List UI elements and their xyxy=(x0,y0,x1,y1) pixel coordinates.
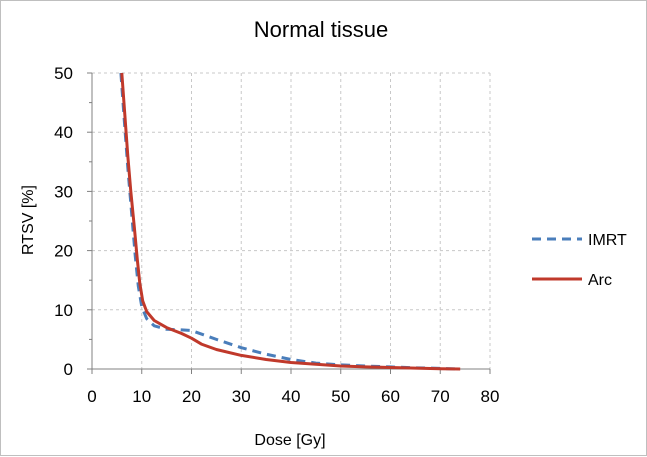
x-tick-label: 60 xyxy=(381,387,400,406)
legend-label-imrt: IMRT xyxy=(588,232,627,249)
series-line-arc xyxy=(120,72,461,371)
x-tick-label: 50 xyxy=(331,387,350,406)
y-tick-label: 20 xyxy=(54,242,73,261)
chart-title: Normal tissue xyxy=(254,17,388,42)
y-tick-label: 0 xyxy=(64,360,73,379)
x-tick-label: 70 xyxy=(431,387,450,406)
x-tick-label: 10 xyxy=(132,387,151,406)
x-tick-label: 0 xyxy=(87,387,96,406)
x-tick-label: 40 xyxy=(282,387,301,406)
x-axis-label: Dose [Gy] xyxy=(254,432,325,449)
grid xyxy=(92,72,491,369)
y-axis-label: RTSV [%] xyxy=(20,185,37,255)
legend: IMRT Arc xyxy=(532,232,627,289)
x-tick-label: 80 xyxy=(481,387,500,406)
series-group xyxy=(119,72,461,371)
legend-label-arc: Arc xyxy=(588,272,612,289)
y-tick-labels: 0 10 20 30 40 50 xyxy=(54,64,73,379)
y-tick-label: 50 xyxy=(54,64,73,83)
x-tick-labels: 0 10 20 30 40 50 60 70 80 xyxy=(87,387,499,406)
y-tick-label: 30 xyxy=(54,182,73,201)
axes xyxy=(87,72,491,374)
y-tick-label: 40 xyxy=(54,123,73,142)
y-tick-label: 10 xyxy=(54,301,73,320)
x-tick-label: 30 xyxy=(232,387,251,406)
x-tick-label: 20 xyxy=(182,387,201,406)
